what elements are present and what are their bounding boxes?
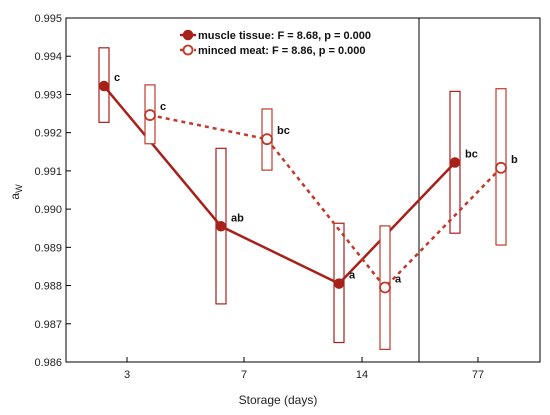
legend-marker-minced xyxy=(182,44,194,56)
legend-marker-muscle xyxy=(182,29,194,41)
y-axis-title-main: a xyxy=(8,193,22,200)
x-tick-label: 14 xyxy=(356,369,368,381)
data-point xyxy=(495,161,507,174)
legend-label-minced: minced meat: F = 8.86, p = 0.000 xyxy=(198,45,366,57)
y-tick-label: 0.992 xyxy=(34,128,62,140)
x-axis: 3 7 14 77 xyxy=(124,357,484,381)
y-tick-label: 0.990 xyxy=(34,204,62,216)
group-letter: a xyxy=(349,270,356,282)
y-tick-label: 0.994 xyxy=(34,51,62,63)
data-point xyxy=(449,157,461,168)
data-point xyxy=(379,281,391,294)
group-letter: b xyxy=(511,154,518,166)
x-tick-label: 7 xyxy=(241,369,247,381)
data-point xyxy=(333,278,345,289)
x-tick-label: 77 xyxy=(472,369,484,381)
group-letter: a xyxy=(395,273,402,285)
y-tick-label: 0.987 xyxy=(34,319,62,331)
y-tick-label: 0.993 xyxy=(34,89,62,101)
legend-label-muscle: muscle tissue: F = 8.68, p = 0.000 xyxy=(198,30,371,42)
group-letter: c xyxy=(160,101,166,113)
group-letter: c xyxy=(114,72,120,84)
legend: muscle tissue: F = 8.68, p = 0.000 mince… xyxy=(180,29,371,57)
y-tick-label: 0.995 xyxy=(34,13,62,25)
y-axis-title: aW xyxy=(8,184,24,200)
y-tick-label: 0.986 xyxy=(34,357,62,369)
group-letter: bc xyxy=(465,148,478,160)
series-line xyxy=(103,85,456,286)
y-tick-label: 0.989 xyxy=(34,242,62,254)
series-line xyxy=(149,113,502,290)
plot-area xyxy=(65,17,541,363)
x-axis-title: Storage (days) xyxy=(239,393,318,407)
data-point xyxy=(144,109,156,121)
y-axis-title-sub: W xyxy=(14,184,24,193)
data-point xyxy=(215,221,227,232)
y-tick-label: 0.991 xyxy=(34,166,62,178)
group-letter: ab xyxy=(231,212,244,224)
series-0: c ab a bc xyxy=(98,47,478,344)
y-tick-label: 0.988 xyxy=(34,281,62,293)
y-axis: 0.986 0.987 0.988 0.989 0.990 0.991 0.992 0.993… xyxy=(34,13,71,369)
data-point xyxy=(98,80,110,92)
data-point xyxy=(261,133,273,146)
group-letter: bc xyxy=(277,125,290,137)
x-tick-label: 3 xyxy=(124,369,130,381)
